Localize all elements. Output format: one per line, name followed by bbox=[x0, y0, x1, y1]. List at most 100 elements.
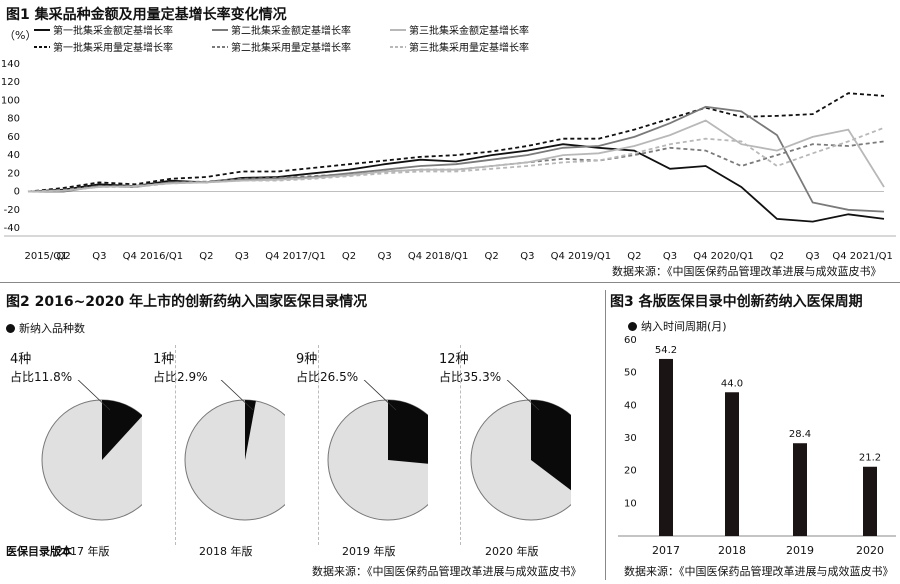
panel-divider bbox=[460, 345, 461, 545]
pie-share-label: 占比2.9% bbox=[153, 370, 208, 384]
x-tick-label: Q2 bbox=[57, 251, 71, 262]
pie-panel: 9种占比26.5% bbox=[288, 340, 428, 540]
fig3-legend-label: 纳入时间周期(月) bbox=[641, 320, 727, 333]
y-tick-label: 40 bbox=[624, 400, 637, 411]
pie-share-label: 占比26.5% bbox=[296, 370, 359, 384]
fig2-title: 图2 2016~2020 年上市的创新药纳入国家医保目录情况 bbox=[6, 294, 368, 310]
pie-year-label: 2019 年版 bbox=[342, 545, 396, 558]
bar-value-label: 44.0 bbox=[721, 378, 743, 389]
x-tick-label: Q4 2021/Q1 bbox=[832, 251, 892, 262]
fig2-source: 数据来源：《中国医保药品管理改革进展与成效蓝皮书》 bbox=[312, 565, 582, 578]
bar-value-label: 54.2 bbox=[655, 345, 677, 356]
fig1-title: 图1 集采品种金额及用量定基增长率变化情况 bbox=[6, 7, 287, 23]
pie-new-slice bbox=[102, 399, 142, 460]
x-tick-label: Q3 bbox=[663, 251, 677, 262]
legend-swatch bbox=[34, 45, 50, 48]
bar-value-label: 21.2 bbox=[859, 453, 881, 464]
x-tick-label: 2015/Q1 bbox=[24, 251, 67, 262]
x-tick-label: Q2 bbox=[199, 251, 213, 262]
y-tick-label: 20 bbox=[7, 168, 20, 179]
legend-label: 第一批集采金额定基增长率 bbox=[53, 26, 173, 37]
y-tick-label: -40 bbox=[4, 223, 20, 234]
leader-line bbox=[506, 380, 540, 411]
pie-chart bbox=[470, 380, 571, 521]
pie-new-slice bbox=[245, 400, 256, 460]
bar bbox=[793, 443, 807, 536]
series-line bbox=[28, 105, 885, 213]
legend-swatch bbox=[390, 45, 406, 48]
bar-value-label: 28.4 bbox=[789, 429, 811, 440]
bar bbox=[725, 392, 739, 536]
pie-panel: 12种占比35.3% bbox=[431, 340, 571, 540]
fig3-title: 图3 各版医保目录中创新药纳入医保周期 bbox=[610, 294, 863, 310]
x-tick-label: Q4 2016/Q1 bbox=[123, 251, 183, 262]
pie-share-label: 占比35.3% bbox=[439, 370, 502, 384]
legend-label: 第二批集采金额定基增长率 bbox=[231, 26, 351, 37]
leader-line bbox=[363, 380, 397, 411]
y-tick-label: 0 bbox=[14, 187, 20, 198]
pie-panel: 4种 占比11.8% bbox=[2, 340, 142, 540]
x-tick-label: Q4 2017/Q1 bbox=[265, 251, 325, 262]
y-tick-label: 140 bbox=[1, 60, 20, 70]
y-tick-label: 10 bbox=[624, 498, 637, 509]
pie-chart bbox=[41, 380, 142, 521]
legend-item: 第三批集采金额定基增长率 bbox=[390, 22, 529, 37]
x-tick-label: 2017 bbox=[652, 544, 680, 557]
fig3-legend: 纳入时间周期(月) bbox=[628, 318, 727, 334]
section-divider bbox=[0, 282, 900, 283]
leader-line bbox=[220, 380, 254, 411]
x-tick-label: Q3 bbox=[378, 251, 392, 262]
y-tick-label: 60 bbox=[624, 335, 637, 346]
fig1-source: 数据来源：《中国医保药品管理改革进展与成效蓝皮书》 bbox=[612, 265, 882, 278]
bar bbox=[863, 466, 877, 536]
x-tick-label: Q2 bbox=[770, 251, 784, 262]
y-tick-label: 80 bbox=[7, 114, 20, 125]
legend-item: 第三批集采用量定基增长率 bbox=[390, 39, 529, 54]
pie-count-label: 4种 bbox=[10, 352, 32, 367]
fig2-footer-label: 医保目录版本 bbox=[6, 545, 72, 558]
fig2-legend-label: 新纳入品种数 bbox=[19, 322, 85, 335]
x-tick-label: 2019 bbox=[786, 544, 814, 557]
legend-item: 第一批集采用量定基增长率 bbox=[34, 39, 173, 54]
legend-swatch bbox=[212, 45, 228, 48]
series-line bbox=[27, 143, 885, 223]
series-line bbox=[27, 92, 885, 193]
pie-new-slice bbox=[531, 400, 571, 491]
legend-swatch bbox=[34, 28, 50, 31]
panel-divider bbox=[605, 290, 606, 580]
y-tick-label: 20 bbox=[624, 466, 637, 477]
pie-new-slice bbox=[388, 400, 428, 464]
pie-panel: 1种占比2.9% bbox=[145, 340, 285, 540]
pie-count-label: 12种 bbox=[439, 352, 469, 367]
leader-line bbox=[77, 380, 111, 411]
y-tick-label: 30 bbox=[624, 433, 637, 444]
legend-label: 第一批集采用量定基增长率 bbox=[53, 43, 173, 54]
legend-item: 第二批集采用量定基增长率 bbox=[212, 39, 351, 54]
x-tick-label: Q2 bbox=[342, 251, 356, 262]
legend-label: 第二批集采用量定基增长率 bbox=[231, 43, 351, 54]
y-tick-label: -20 bbox=[4, 205, 20, 216]
pie-count-label: 1种 bbox=[153, 352, 175, 367]
fig3-bar-chart: 10 20 30 40 50 60 54.2 2017 44.0 2018 28.4 2019 21.2… bbox=[618, 335, 896, 557]
x-tick-label: 2018 bbox=[718, 544, 746, 557]
legend-dot-icon bbox=[628, 321, 637, 331]
legend-label: 第三批集采用量定基增长率 bbox=[409, 43, 529, 54]
y-tick-label: 60 bbox=[7, 132, 20, 143]
y-tick-label: 100 bbox=[1, 95, 20, 106]
legend-item: 第一批集采金额定基增长率 bbox=[34, 22, 173, 37]
fig3-source: 数据来源：《中国医保药品管理改革进展与成效蓝皮书》 bbox=[624, 565, 894, 578]
fig1-unit-label: （%） bbox=[4, 29, 37, 42]
legend-dot-icon bbox=[6, 323, 15, 333]
y-tick-label: 120 bbox=[1, 77, 20, 88]
legend-swatch bbox=[390, 28, 406, 31]
legend-item: 第二批集采金额定基增长率 bbox=[212, 22, 351, 37]
x-tick-label: Q2 bbox=[485, 251, 499, 262]
panel-divider bbox=[175, 345, 176, 545]
legend-label: 第三批集采金额定基增长率 bbox=[409, 26, 529, 37]
x-tick-label: Q3 bbox=[235, 251, 249, 262]
pie-chart bbox=[184, 380, 285, 521]
pie-count-label: 9种 bbox=[296, 352, 318, 367]
x-tick-label: Q3 bbox=[92, 251, 106, 262]
x-tick-label: Q4 2020/Q1 bbox=[693, 251, 753, 262]
